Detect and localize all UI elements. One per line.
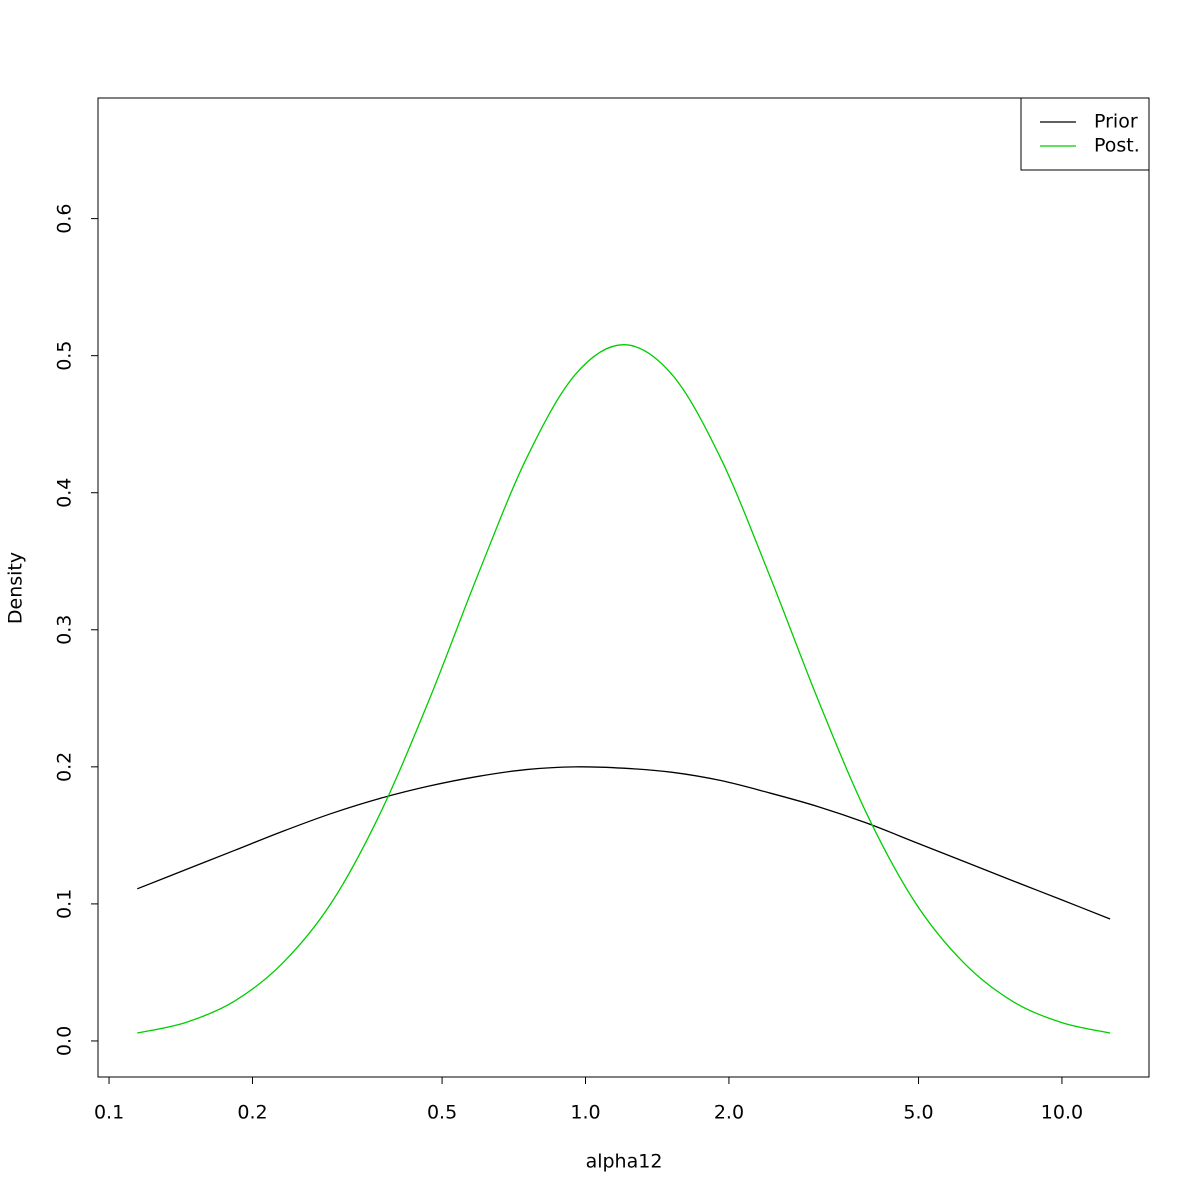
y-tick-label: 0.2 [54,752,76,782]
y-tick-label: 0.5 [54,341,76,371]
legend-box [1020,97,1150,171]
x-tick-label: 10.0 [1041,1102,1083,1124]
y-tick-label: 0.1 [54,889,76,919]
x-tick-label: 2.0 [714,1102,744,1124]
series-line [137,344,1111,1034]
x-tick-label: 5.0 [903,1102,933,1124]
legend-label: Prior [1094,111,1138,133]
x-axis-label: alpha12 [586,1151,663,1173]
x-tick-label: 0.2 [237,1102,267,1124]
legend-label: Post. [1094,135,1140,157]
x-tick-label: 1.0 [570,1102,600,1124]
x-tick-label: 0.1 [94,1102,124,1124]
series-line [137,766,1111,920]
y-axis-label: Density [5,552,27,624]
y-tick-label: 0.3 [54,615,76,645]
y-tick-label: 0.0 [54,1026,76,1056]
y-tick-label: 0.6 [54,204,76,234]
y-tick-label: 0.4 [54,478,76,508]
x-tick-label: 0.5 [427,1102,457,1124]
plot-frame [97,97,1150,1078]
